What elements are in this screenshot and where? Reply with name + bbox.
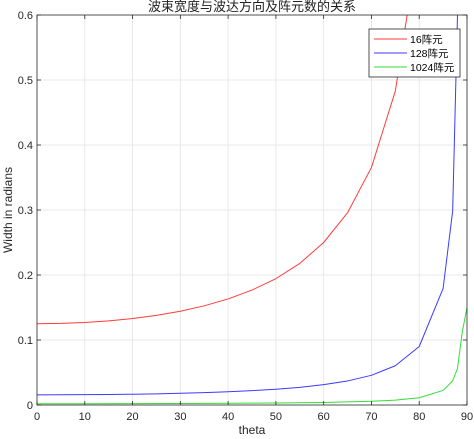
- x-tick-label: 60: [318, 411, 330, 423]
- x-axis-label: theta: [239, 423, 266, 437]
- legend-label: 1024阵元: [410, 61, 455, 74]
- x-tick-label: 0: [34, 411, 40, 423]
- grid-lines: [37, 15, 467, 405]
- y-tick-label: 0.3: [18, 205, 33, 217]
- series-line-2: [37, 15, 458, 396]
- y-tick-label: 0.6: [18, 10, 33, 22]
- chart-title: 波束宽度与波达方向及阵元数的关系: [148, 0, 356, 15]
- x-tick-label: 30: [174, 411, 186, 423]
- y-tick-label: 0: [27, 400, 33, 412]
- series-line-1: [37, 15, 408, 325]
- x-tick-label: 50: [270, 411, 282, 423]
- y-axis-label: Width in radians: [1, 167, 15, 253]
- y-tick-label: 0.1: [18, 335, 33, 347]
- x-tick-label: 80: [413, 411, 425, 423]
- x-tick-label: 40: [222, 411, 234, 423]
- legend-label: 16阵元: [410, 33, 443, 46]
- x-tick-label: 90: [461, 411, 473, 423]
- axis-ticks: 0 10 20 30 40 50 60 70 80 90 0 0.1 0.2 0.3 0.4 0.5 0.6: [18, 10, 473, 423]
- y-tick-label: 0.4: [18, 140, 33, 152]
- y-tick-label: 0.5: [18, 75, 33, 87]
- legend-label: 128阵元: [410, 47, 449, 60]
- x-tick-label: 10: [79, 411, 91, 423]
- x-tick-label: 70: [365, 411, 377, 423]
- x-tick-label: 20: [126, 411, 138, 423]
- y-tick-label: 0.2: [18, 270, 33, 282]
